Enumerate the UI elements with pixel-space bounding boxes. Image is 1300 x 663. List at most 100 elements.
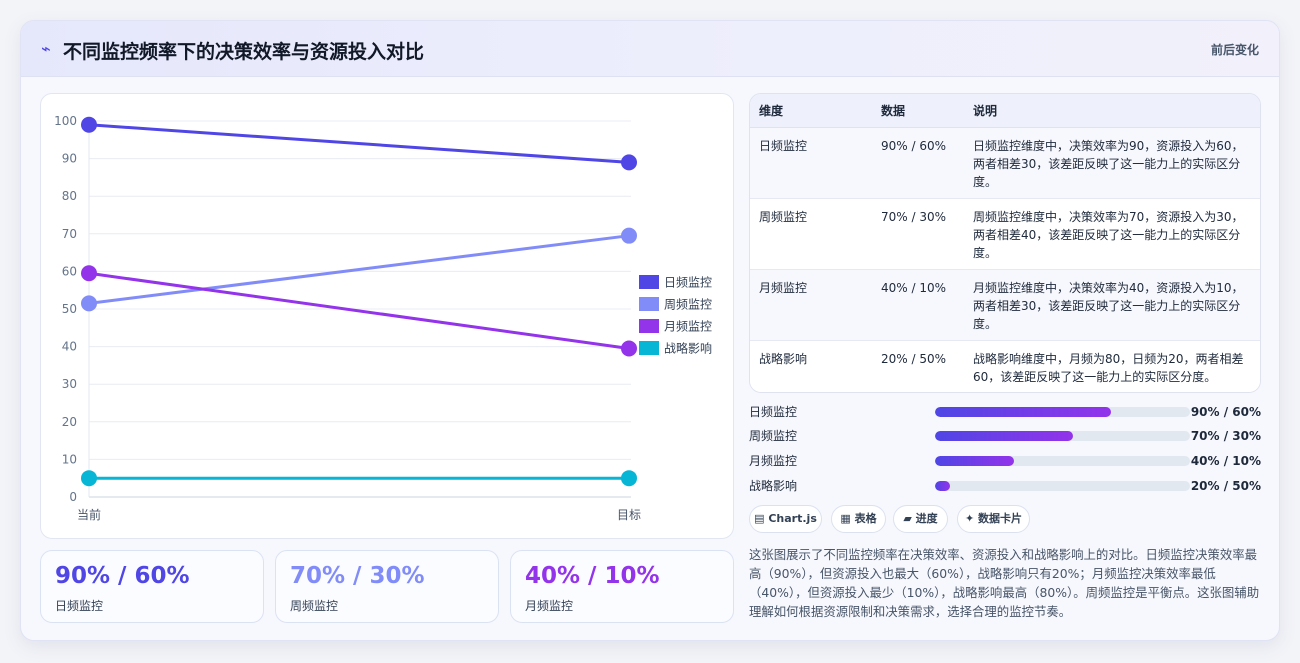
- table-icon: ▦: [840, 512, 851, 525]
- table-row: 月频监控 40% / 10% 月频监控维度中，决策效率为40，资源投入为10，两…: [750, 269, 1260, 341]
- description-text: 这张图展示了不同监控频率在决策效率、资源投入和战略影响上的对比。日频监控决策效率…: [749, 547, 1260, 619]
- stat-label: 月频监控: [525, 599, 574, 613]
- progress-fill: [935, 481, 951, 491]
- series-line: [88, 234, 630, 305]
- table-cell-data: 70% / 30%: [872, 198, 964, 270]
- y-tick-label: 90: [62, 152, 77, 166]
- comparison-table: 维度 数据 说明 日频监控 90% / 60% 日频监控维度中，决策效率为90，…: [749, 93, 1261, 393]
- legend-swatch: [639, 319, 659, 333]
- progress-track: [935, 431, 1190, 441]
- chart-icon: ▤: [754, 512, 765, 525]
- line-chart: 0 10 20 30 40 50 60 70 80 90 100 当前 目标 日频监控周频监控月频监控战略…: [54, 114, 712, 522]
- progress-value: 40% / 10%: [1190, 454, 1261, 468]
- stat-card-monthly: 40% / 10% 月频监控: [510, 550, 734, 623]
- legend-swatch: [639, 297, 659, 311]
- tag-data-card[interactable]: ✦ 数据卡片: [957, 505, 1030, 533]
- y-tick-label: 0: [69, 490, 77, 504]
- progress-fill: [935, 456, 1015, 466]
- progress-track: [935, 456, 1190, 466]
- table-cell-data: 90% / 60%: [872, 127, 964, 199]
- y-tick-label: 20: [62, 415, 77, 429]
- table-row: 战略影响 20% / 50% 战略影响维度中，月频为80，日频为20，两者相差6…: [750, 340, 1260, 392]
- table-cell-note: 战略影响维度中，月频为80，日频为20，两者相差60，该差距反映了这一能力上的实…: [964, 340, 1260, 392]
- progress-row-daily: 日频监控 90% / 60%: [749, 403, 1261, 421]
- table-header-dimension: 维度: [750, 94, 872, 128]
- table-cell-data: 20% / 50%: [872, 340, 964, 392]
- stat-label: 日频监控: [55, 599, 104, 613]
- legend-label: 周频监控: [664, 298, 712, 312]
- data-point: [621, 340, 637, 357]
- data-point: [621, 227, 637, 244]
- lightning-icon: ⌁: [41, 39, 51, 58]
- table-cell-note: 周频监控维度中，决策效率为70，资源投入为30，两者相差40，该差距反映了这一能…: [964, 198, 1260, 270]
- stat-value: 90% / 60%: [55, 563, 190, 589]
- legend-label: 月频监控: [664, 320, 712, 334]
- table-header-note: 说明: [964, 94, 1260, 128]
- stat-label: 周频监控: [290, 599, 339, 613]
- y-tick-label: 80: [62, 189, 77, 203]
- data-point: [81, 470, 97, 487]
- y-tick-label: 60: [62, 264, 77, 278]
- tag-label: 进度: [915, 512, 938, 525]
- progress-row-weekly: 周频监控 70% / 30%: [749, 427, 1261, 445]
- table-cell-dimension: 日频监控: [750, 127, 872, 199]
- progress-row-strategy: 战略影响 20% / 50%: [749, 477, 1261, 495]
- y-tick-label: 10: [62, 452, 77, 466]
- legend-label: 战略影响: [664, 341, 712, 356]
- series-line: [88, 123, 630, 164]
- table-row: 周频监控 70% / 30% 周频监控维度中，决策效率为70，资源投入为30，两…: [750, 198, 1260, 270]
- tag-chartjs[interactable]: ▤ Chart.js: [749, 505, 822, 533]
- progress-track: [935, 481, 1190, 491]
- y-tick-label: 70: [62, 227, 77, 241]
- tag-label: Chart.js: [768, 512, 817, 525]
- tag-label: 数据卡片: [978, 512, 1023, 525]
- progress-label: 月频监控: [749, 454, 798, 468]
- progress-track: [935, 407, 1190, 417]
- series-line: [88, 271, 630, 350]
- progress-label: 战略影响: [749, 479, 798, 493]
- tag-label: 表格: [854, 512, 877, 525]
- line-chart-panel: 0 10 20 30 40 50 60 70 80 90 100 当前 目标 日频监控周频监控月频监控战略…: [40, 93, 734, 539]
- stat-value: 40% / 10%: [525, 563, 660, 589]
- table-cell-data: 40% / 10%: [872, 269, 964, 341]
- page-title: 不同监控频率下的决策效率与资源投入对比: [63, 41, 425, 63]
- stat-value: 70% / 30%: [290, 563, 425, 589]
- table-cell-dimension: 周频监控: [750, 198, 872, 270]
- progress-value: 70% / 30%: [1190, 429, 1261, 443]
- progress-label: 日频监控: [749, 405, 798, 419]
- table-header-data: 数据: [872, 94, 964, 128]
- progress-row-monthly: 月频监控 40% / 10%: [749, 452, 1261, 470]
- data-point: [621, 154, 637, 171]
- table-row: 日频监控 90% / 60% 日频监控维度中，决策效率为90，资源投入为60，两…: [750, 127, 1260, 199]
- data-point: [81, 116, 97, 133]
- y-tick-label: 40: [62, 340, 77, 354]
- tag-progress[interactable]: ▰ 进度: [893, 505, 948, 533]
- progress-fill: [935, 407, 1111, 417]
- table-cell-dimension: 战略影响: [750, 340, 872, 392]
- table-cell-dimension: 月频监控: [750, 269, 872, 341]
- y-tick-label: 100: [54, 114, 77, 128]
- progress-icon: ▰: [903, 512, 912, 525]
- progress-value: 20% / 50%: [1190, 479, 1261, 493]
- main-card: ⌁ 不同监控频率下的决策效率与资源投入对比 前后变化 0 10 20 30 40 50 60…: [20, 20, 1280, 641]
- y-tick-label: 30: [62, 377, 77, 391]
- legend-label: 日频监控: [664, 276, 712, 290]
- x-tick-label: 目标: [617, 508, 641, 522]
- table-cell-note: 日频监控维度中，决策效率为90，资源投入为60，两者相差30，该差距反映了这一能…: [964, 127, 1260, 199]
- sparkle-icon: ✦: [964, 512, 975, 525]
- change-label: 前后变化: [1210, 43, 1259, 57]
- data-point: [81, 265, 97, 282]
- legend-swatch: [639, 341, 659, 355]
- data-point: [81, 295, 97, 312]
- stat-card-daily: 90% / 60% 日频监控: [40, 550, 264, 623]
- stat-card-weekly: 70% / 30% 周频监控: [275, 550, 499, 623]
- x-tick-label: 当前: [77, 507, 101, 522]
- y-tick-label: 50: [62, 302, 77, 316]
- progress-value: 90% / 60%: [1190, 405, 1261, 419]
- card-header: ⌁ 不同监控频率下的决策效率与资源投入对比 前后变化: [21, 21, 1279, 77]
- tag-table[interactable]: ▦ 表格: [831, 505, 886, 533]
- table-cell-note: 月频监控维度中，决策效率为40，资源投入为10，两者相差30，该差距反映了这一能…: [964, 269, 1260, 341]
- progress-label: 周频监控: [749, 429, 798, 443]
- progress-fill: [935, 431, 1073, 441]
- data-point: [621, 470, 637, 487]
